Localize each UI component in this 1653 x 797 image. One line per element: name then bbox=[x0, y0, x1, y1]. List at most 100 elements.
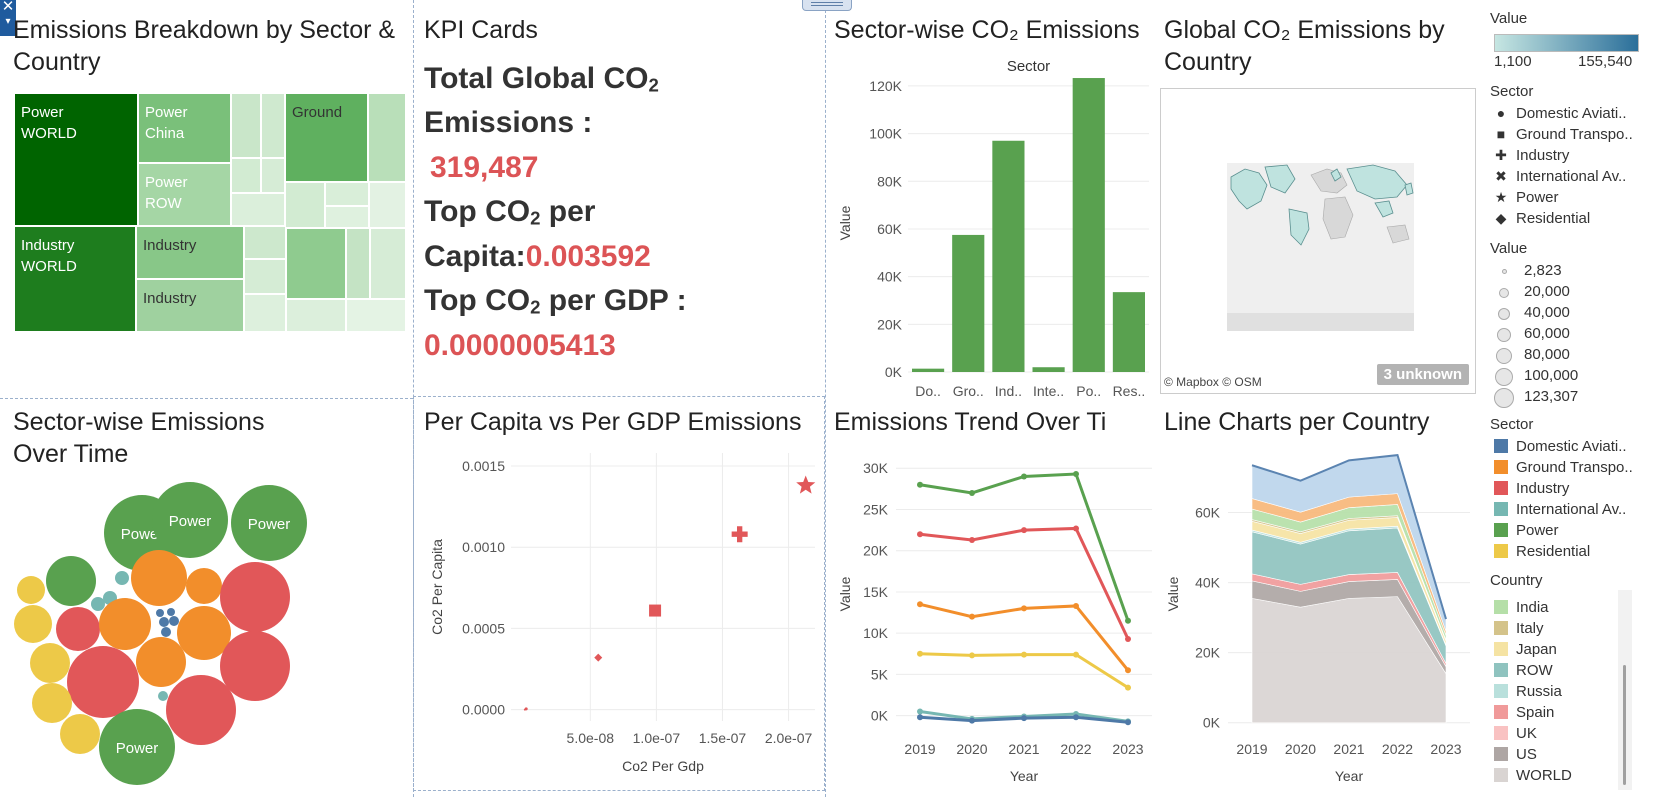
legend-item-size[interactable]: 2,823 bbox=[1494, 260, 1562, 281]
treemap-cell[interactable] bbox=[244, 259, 286, 294]
bubble[interactable] bbox=[186, 568, 222, 604]
legend-item-shape[interactable]: ● Domestic Aviati.. bbox=[1494, 103, 1627, 124]
series-line[interactable] bbox=[919, 652, 1129, 689]
legend-item-country[interactable]: WORLD bbox=[1494, 765, 1572, 786]
bubble[interactable] bbox=[159, 617, 169, 627]
map-view[interactable]: © Mapbox © OSM 3 unknown bbox=[1160, 88, 1476, 394]
legend-item-country[interactable]: UK bbox=[1494, 723, 1537, 744]
bubble[interactable] bbox=[177, 606, 231, 660]
bubble[interactable] bbox=[131, 550, 187, 606]
treemap-cell[interactable] bbox=[325, 206, 369, 228]
legend-item-country[interactable]: India bbox=[1494, 597, 1549, 618]
bubble-power[interactable]: Power bbox=[152, 482, 228, 558]
bubble[interactable] bbox=[136, 637, 186, 687]
legend-item-shape[interactable]: ✚ Industry bbox=[1494, 145, 1569, 166]
bubble-power[interactable]: Power bbox=[99, 709, 175, 785]
legend-item-sector-color[interactable]: Power bbox=[1494, 520, 1559, 541]
bubble[interactable] bbox=[46, 556, 96, 606]
treemap-cell[interactable] bbox=[286, 228, 346, 299]
bubble[interactable] bbox=[161, 627, 171, 637]
legend-item-country[interactable]: Japan bbox=[1494, 639, 1557, 660]
treemap-cell-industry-a[interactable]: Industry bbox=[136, 226, 244, 279]
close-icon[interactable]: ✕ bbox=[1, 0, 15, 15]
bar[interactable] bbox=[992, 140, 1025, 372]
legend-item-size[interactable]: 80,000 bbox=[1494, 344, 1570, 365]
legend-scrollbar-thumb[interactable] bbox=[1623, 665, 1626, 785]
legend-item-country[interactable]: ROW bbox=[1494, 660, 1553, 681]
legend-item-shape[interactable]: ■ Ground Transpo.. bbox=[1494, 124, 1633, 145]
bubble[interactable] bbox=[32, 683, 72, 723]
legend-item-shape[interactable]: ★ Power bbox=[1494, 187, 1559, 208]
bubble[interactable] bbox=[56, 607, 100, 651]
treemap-cell[interactable] bbox=[285, 182, 325, 228]
bubble[interactable] bbox=[14, 605, 52, 643]
treemap-cell[interactable] bbox=[244, 294, 286, 332]
bubble[interactable] bbox=[169, 616, 179, 626]
drag-handle-icon[interactable] bbox=[802, 0, 852, 11]
bubble[interactable] bbox=[166, 675, 236, 745]
series-line[interactable] bbox=[919, 472, 1130, 622]
treemap-cell[interactable] bbox=[370, 228, 406, 299]
series-line[interactable] bbox=[919, 602, 1130, 672]
bubble-power[interactable]: Power bbox=[231, 485, 307, 561]
legend-item-sector-color[interactable]: Industry bbox=[1494, 478, 1569, 499]
treemap-cell-power-row[interactable]: Power ROW bbox=[138, 163, 231, 226]
dropdown-arrow-icon[interactable]: ▾ bbox=[5, 16, 11, 27]
treemap-cell[interactable] bbox=[325, 182, 369, 206]
series-line[interactable] bbox=[919, 526, 1130, 640]
treemap-cell[interactable] bbox=[346, 228, 370, 299]
legend-scrollbar[interactable] bbox=[1618, 590, 1632, 790]
bubble[interactable] bbox=[30, 643, 70, 683]
legend-item-shape[interactable]: ✖ International Av.. bbox=[1494, 166, 1626, 187]
treemap-cell[interactable] bbox=[261, 158, 285, 193]
scatter-point-square[interactable] bbox=[649, 604, 662, 617]
bar[interactable] bbox=[912, 368, 945, 372]
scatter-point-plus[interactable] bbox=[731, 526, 748, 543]
legend-item-sector-color[interactable]: Residential bbox=[1494, 541, 1590, 562]
treemap-cell[interactable] bbox=[261, 93, 285, 158]
legend-item-sector-color[interactable]: International Av.. bbox=[1494, 499, 1626, 520]
bar[interactable] bbox=[1112, 292, 1145, 372]
legend-item-shape[interactable]: ◆ Residential bbox=[1494, 208, 1591, 229]
legend-item-size[interactable]: 40,000 bbox=[1494, 302, 1570, 323]
bar[interactable] bbox=[1072, 78, 1105, 373]
legend-item-country[interactable]: US bbox=[1494, 744, 1537, 765]
treemap-cell[interactable] bbox=[244, 226, 286, 259]
treemap-cell[interactable] bbox=[231, 193, 285, 226]
legend-item-size[interactable]: 123,307 bbox=[1494, 386, 1578, 408]
legend-item-size[interactable]: 100,000 bbox=[1494, 365, 1578, 386]
bubble[interactable] bbox=[156, 609, 164, 617]
bar[interactable] bbox=[1032, 367, 1065, 372]
treemap-cell-power-world[interactable]: Power WORLD bbox=[14, 93, 138, 226]
legend-item-size[interactable]: 20,000 bbox=[1494, 281, 1570, 302]
scatter-point-diamond[interactable] bbox=[594, 653, 603, 662]
bubble[interactable] bbox=[220, 631, 290, 701]
legend-item-size[interactable]: 60,000 bbox=[1494, 323, 1570, 344]
treemap-cell[interactable] bbox=[368, 93, 406, 182]
treemap-cell[interactable] bbox=[286, 299, 346, 332]
bubble[interactable] bbox=[60, 714, 100, 754]
bubble[interactable] bbox=[115, 571, 129, 585]
legend-item-country[interactable]: Spain bbox=[1494, 702, 1554, 723]
bubble[interactable] bbox=[91, 597, 105, 611]
treemap-cell-industry-b[interactable]: Industry bbox=[136, 279, 244, 332]
bubble[interactable] bbox=[99, 598, 151, 650]
legend-item-sector-color[interactable]: Domestic Aviati.. bbox=[1494, 436, 1627, 457]
treemap-cell[interactable] bbox=[346, 299, 406, 332]
treemap-cell-ground[interactable]: Ground bbox=[285, 93, 368, 182]
scatter-point[interactable] bbox=[523, 708, 526, 711]
bubble[interactable] bbox=[17, 576, 45, 604]
legend-item-sector-color[interactable]: Ground Transpo.. bbox=[1494, 457, 1633, 478]
bar[interactable] bbox=[952, 234, 985, 372]
legend-item-country[interactable]: Russia bbox=[1494, 681, 1562, 702]
treemap-cell-industry-world[interactable]: Industry WORLD bbox=[14, 226, 136, 332]
bubble[interactable] bbox=[67, 646, 139, 718]
bubble[interactable] bbox=[220, 562, 290, 632]
legend-item-country[interactable]: Italy bbox=[1494, 618, 1544, 639]
bubble[interactable] bbox=[158, 691, 168, 701]
treemap-cell[interactable] bbox=[369, 182, 406, 228]
treemap-cell[interactable] bbox=[231, 158, 261, 193]
unknown-badge[interactable]: 3 unknown bbox=[1376, 364, 1469, 385]
map-attribution[interactable]: © Mapbox © OSM bbox=[1164, 375, 1262, 389]
pane-controls[interactable]: ✕ ▾ bbox=[0, 0, 16, 36]
